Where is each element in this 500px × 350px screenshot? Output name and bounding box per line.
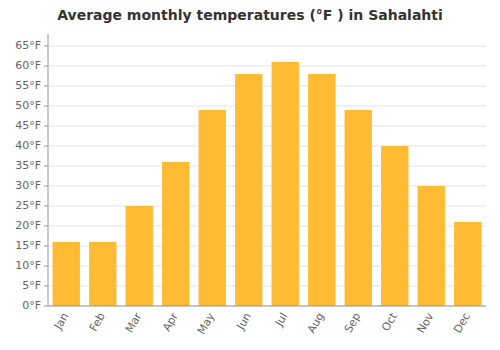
x-tick-label: Apr (160, 310, 181, 333)
y-tick-label: 15°F (15, 239, 41, 252)
y-tick (44, 206, 48, 207)
y-tick-label: 5°F (22, 279, 41, 292)
y-tick (44, 306, 48, 307)
y-tick (44, 46, 48, 47)
x-tick-label: Mar (123, 310, 145, 335)
y-tick (44, 286, 48, 287)
x-tick-label: Dec (451, 311, 473, 336)
x-axis-line (48, 306, 486, 307)
x-tick-label: May (195, 310, 218, 337)
y-tick-label: 45°F (15, 119, 41, 132)
bars (53, 62, 482, 306)
y-tick-label: 55°F (15, 79, 41, 92)
title: Average monthly temperatures (°F ) in Sa… (57, 7, 443, 23)
y-tick (44, 106, 48, 107)
y-tick-label: 35°F (15, 159, 41, 172)
y-tick (44, 186, 48, 187)
grid-line (48, 146, 486, 147)
bar (454, 222, 481, 306)
grid-line (48, 66, 486, 67)
y-tick-label: 50°F (15, 99, 41, 112)
bar (162, 162, 189, 306)
y-tick-label: 65°F (15, 39, 41, 52)
y-tick-label: 10°F (15, 259, 41, 272)
bar (53, 242, 80, 306)
y-tick (44, 146, 48, 147)
x-tick-label: Aug (305, 311, 327, 336)
bar (89, 242, 116, 306)
grid-line (48, 166, 486, 167)
x-tick-label: Nov (414, 310, 436, 336)
y-tick (44, 246, 48, 247)
y-tick (44, 166, 48, 167)
y-tick-label: 0°F (22, 299, 41, 312)
bar (418, 186, 445, 306)
y-tick (44, 126, 48, 127)
x-axis: Jan Feb Mar Apr May Jun Jul Aug Sep Oct Nov Dec (48, 306, 486, 337)
bar (272, 62, 299, 306)
chart-container: 0°F 5°F 10°F 15°F 20°F 25°F 30°F 35°F 40°F 45°F 50… (0, 0, 500, 350)
y-tick-label: 40°F (15, 139, 41, 152)
grid (48, 46, 486, 306)
bar (381, 146, 408, 306)
y-tick-label: 20°F (15, 219, 41, 232)
y-axis: 0°F 5°F 10°F 15°F 20°F 25°F 30°F 35°F 40°F 45°F 50… (15, 34, 48, 312)
bar (345, 110, 372, 306)
page: {"chart_data": {"type": "bar", "title": … (0, 0, 500, 350)
background (0, 0, 500, 350)
y-axis-line (48, 34, 49, 306)
y-tick (44, 86, 48, 87)
chart-svg: 0°F 5°F 10°F 15°F 20°F 25°F 30°F 35°F 40°F 45°F 50… (0, 0, 500, 350)
y-tick (44, 66, 48, 67)
y-tick-label: 25°F (15, 199, 41, 212)
bar (199, 110, 226, 306)
x-tick-label: Sep (342, 310, 364, 334)
grid-line (48, 126, 486, 127)
x-tick-label: Jul (272, 311, 290, 330)
y-tick (44, 226, 48, 227)
bar (235, 74, 262, 306)
y-tick (44, 266, 48, 267)
y-tick-label: 60°F (15, 59, 41, 72)
x-tick-label: Oct (379, 310, 400, 334)
x-tick-label: Jan (51, 310, 71, 332)
grid-line (48, 106, 486, 107)
grid-line (48, 306, 486, 307)
grid-line (48, 46, 486, 47)
y-tick-label: 30°F (15, 179, 41, 192)
x-tick-label: Jun (234, 310, 254, 332)
grid-line (48, 86, 486, 87)
x-tick-label: Feb (87, 310, 108, 333)
bar (308, 74, 335, 306)
bar (126, 206, 153, 306)
